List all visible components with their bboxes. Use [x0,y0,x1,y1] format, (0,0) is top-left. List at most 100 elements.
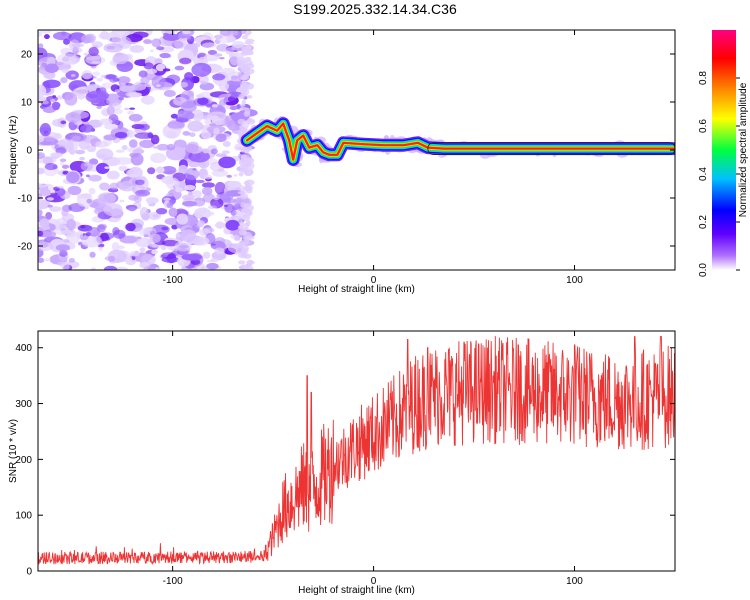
spectrogram-x-label: Height of straight line (km) [298,284,415,295]
noise-blob [38,241,54,252]
noise-blob [203,174,213,180]
noise-blob [214,247,225,255]
noise-blob [247,117,253,123]
noise-blob [38,31,42,37]
noise-blob [73,87,89,96]
noise-blob [63,38,71,45]
noise-blob [236,56,246,63]
noise-blob [210,243,216,246]
noise-blob [98,118,113,125]
noise-blob [124,107,130,111]
snr-panel: -100 0 100 0 100 200 300 400 Height of straight… [8,330,676,596]
noise-blob [163,197,171,201]
noise-blob [118,165,128,171]
noise-blob [240,164,251,168]
noise-blob [195,94,204,99]
noise-blob [240,239,250,245]
noise-blob [91,267,96,270]
noise-blob [57,185,65,189]
colorbar-gradient [712,30,736,270]
noise-blob [226,71,245,82]
spectrogram-x-tick-label: 0 [371,275,377,286]
noise-blob [181,30,191,35]
noise-blob [197,220,204,228]
noise-blob [223,197,236,204]
noise-blob [163,32,169,37]
noise-blob [180,81,189,88]
noise-blob [218,156,236,169]
noise-blob [86,145,97,153]
noise-blob [49,206,62,212]
colorbar-tick-label: 0.2 [698,215,709,229]
noise-blob [115,266,129,270]
noise-blob [67,185,82,196]
noise-blob [246,63,255,69]
spectrogram-x-tick-label: -100 [163,275,183,286]
noise-blob [242,214,251,222]
noise-blob [91,41,103,49]
noise-blob [192,236,210,246]
noise-blob [61,164,70,169]
noise-blob [174,65,185,71]
noise-blob [150,152,167,164]
noise-blob [168,207,178,217]
snr-y-tick-label: 400 [15,343,32,354]
spectrogram-y-label: Frequency (Hz) [8,116,19,185]
noise-blob [64,93,78,106]
noise-blob [103,203,123,217]
noise-blob [38,152,46,159]
noise-blob [88,174,102,182]
noise-blob [42,258,52,262]
noise-blob [59,249,68,257]
noise-blob [230,92,238,98]
noise-blob [181,194,195,201]
noise-blob [60,120,67,125]
noise-blob [80,224,86,229]
noise-blob [229,229,240,235]
noise-blob [136,236,142,240]
noise-blob [96,105,102,109]
noise-blob [55,61,64,66]
noise-blob [207,50,218,55]
noise-blob [118,180,137,192]
noise-blob [148,199,154,204]
noise-blob [241,35,248,40]
noise-blob [238,252,248,259]
noise-blob [166,202,174,209]
noise-blob [205,104,214,108]
noise-blob [101,82,113,89]
noise-blob [52,104,60,111]
noise-blob [38,43,44,48]
noise-blob [155,166,165,174]
noise-blob [184,184,196,191]
noise-blob [44,34,50,40]
noise-blob [152,214,160,218]
noise-blob [85,55,106,65]
noise-blob [239,167,248,173]
colorbar-tick-label: 0.4 [698,167,709,181]
noise-blob [50,98,56,103]
noise-blob [49,192,58,196]
noise-blob [210,240,226,251]
noise-blob [80,124,94,133]
noise-blob [211,258,219,263]
noise-blob [244,56,252,62]
noise-blob [166,143,176,151]
noise-blob [57,53,78,65]
snr-series [38,336,675,566]
noise-blob [112,157,134,165]
noise-blob [103,134,118,141]
noise-blob [55,147,67,155]
noise-blob [54,143,59,148]
noise-blob [68,258,75,263]
noise-blob [89,251,96,258]
noise-region [38,30,258,270]
noise-blob [174,187,184,193]
noise-blob [192,109,204,122]
noise-blob [119,85,136,92]
noise-blob [181,253,203,261]
noise-blob [218,99,227,106]
spectrogram-x-tick-label: 100 [566,275,583,286]
